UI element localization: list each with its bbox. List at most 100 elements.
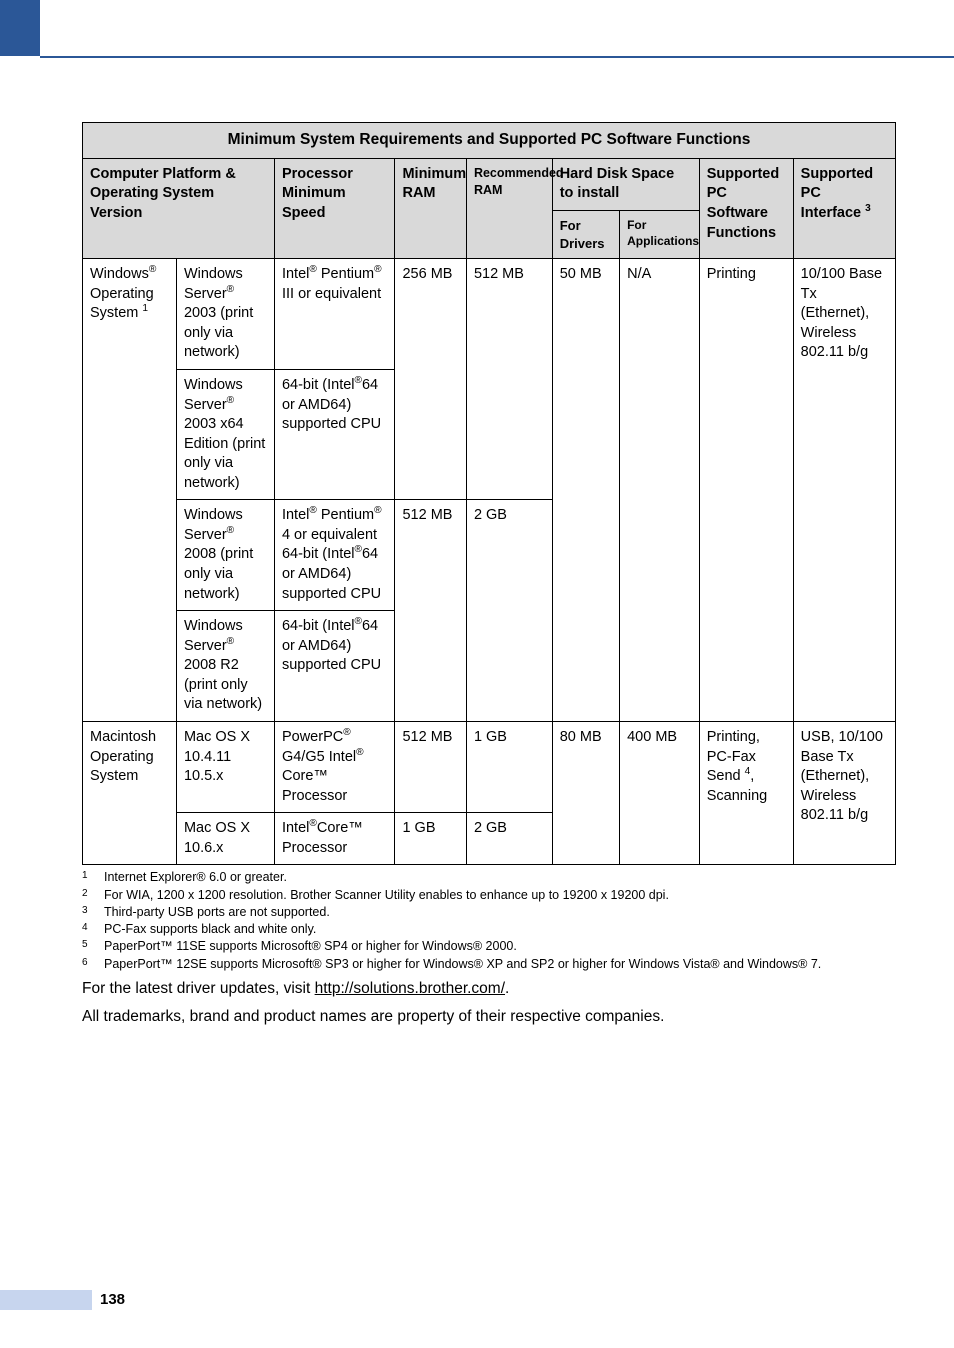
cell-mac-family: Macintosh Operating System [83, 721, 177, 864]
side-tab [0, 0, 40, 56]
text: Intel [282, 266, 309, 282]
th-iface-sup: 3 [865, 203, 871, 214]
footnote: 1Internet Explorer® 6.0 or greater. [82, 869, 896, 885]
table-header-row: Computer Platform & Operating System Ver… [83, 158, 896, 210]
fn-text: Internet Explorer® 6.0 or greater. [104, 869, 287, 885]
footnote: 3Third-party USB ports are not supported… [82, 904, 896, 920]
cell-proc: Intel® Pentium® 4 or equivalent 64-bit (… [274, 500, 395, 611]
cell-min-ram: 512 MB [395, 500, 466, 722]
cell-iface: 10/100 Base Tx (Ethernet), Wireless 802.… [793, 259, 895, 722]
cell-min-ram: 512 MB [395, 721, 466, 812]
text: Intel [282, 507, 309, 523]
cell-os: Windows Server® 2008 (print only via net… [176, 500, 274, 611]
fn-text: For WIA, 1200 x 1200 resolution. Brother… [104, 887, 669, 903]
reg: ® [309, 506, 316, 517]
th-hdd-apps: For Applications [620, 211, 700, 259]
text: PowerPC [282, 729, 343, 745]
cell-os: Mac OS X 10.4.11 10.5.x [176, 721, 274, 812]
table-title-row: Minimum System Requirements and Supporte… [83, 123, 896, 159]
cell-sw: Printing, PC-Fax Send 4, Scanning [699, 721, 793, 864]
reg: ® [355, 545, 362, 556]
text: Pentium [321, 266, 374, 282]
cell-min-ram: 1 GB [395, 813, 466, 865]
cell-drivers: 50 MB [552, 259, 619, 722]
reg: ® [227, 284, 234, 295]
text: 2008 (print only via network) [184, 546, 253, 601]
cell-os: Windows Server® 2003 (print only via net… [176, 259, 274, 370]
cell-rec-ram: 2 GB [466, 500, 552, 722]
text: G4/G5 Intel [282, 749, 356, 765]
text: 2008 R2 (print only via network) [184, 657, 262, 712]
fn-num: 5 [82, 938, 104, 954]
text: For the latest driver updates, visit [82, 980, 315, 997]
content: Minimum System Requirements and Supporte… [82, 122, 896, 1029]
text: 2003 x64 Edition (print only via network… [184, 416, 265, 491]
th-proc: Processor Minimum Speed [274, 158, 395, 258]
text: Core™ Processor [282, 768, 347, 804]
fn-text: PC-Fax supports black and white only. [104, 921, 316, 937]
text: III or equivalent [282, 286, 381, 302]
cell-min-ram: 256 MB [395, 259, 466, 500]
fn-text: PaperPort™ 11SE supports Microsoft® SP4 … [104, 938, 517, 954]
text: Intel [282, 820, 309, 836]
table-title: Minimum System Requirements and Supporte… [83, 123, 896, 159]
cell-iface: USB, 10/100 Base Tx (Ethernet), Wireless… [793, 721, 895, 864]
text: 64-bit (Intel [282, 377, 355, 393]
cell-proc: 64-bit (Intel®64 or AMD64) supported CPU [274, 369, 395, 499]
driver-updates-link[interactable]: http://solutions.brother.com/ [315, 980, 505, 997]
text: Pentium [321, 507, 374, 523]
th-iface: Supported PC Interface 3 [793, 158, 895, 258]
th-rec-ram: Recommended RAM [466, 158, 552, 258]
reg: ® [309, 264, 316, 275]
cell-proc: Intel®Core™ Processor [274, 813, 395, 865]
bottom-band [0, 1290, 92, 1310]
fn-text: Third-party USB ports are not supported. [104, 904, 330, 920]
text: . [505, 980, 509, 997]
cell-rec-ram: 512 MB [466, 259, 552, 500]
footnote: 5PaperPort™ 11SE supports Microsoft® SP4… [82, 938, 896, 954]
body-text-1: For the latest driver updates, visit htt… [82, 978, 896, 1000]
footnote: 2For WIA, 1200 x 1200 resolution. Brothe… [82, 887, 896, 903]
cell-os: Windows Server® 2003 x64 Edition (print … [176, 369, 274, 499]
cell-rec-ram: 2 GB [466, 813, 552, 865]
reg: ® [374, 506, 381, 517]
fn-num: 6 [82, 956, 104, 972]
cell-proc: PowerPC® G4/G5 Intel® Core™ Processor [274, 721, 395, 812]
table-row: Windows® Operating System 1 Windows Serv… [83, 259, 896, 370]
cell-sw: Printing [699, 259, 793, 722]
reg: ® [149, 264, 156, 275]
footnotes: 1Internet Explorer® 6.0 or greater. 2For… [82, 869, 896, 972]
th-platform: Computer Platform & Operating System Ver… [83, 158, 275, 258]
reg: ® [227, 636, 234, 647]
cell-drivers: 80 MB [552, 721, 619, 864]
cell-proc: 64-bit (Intel®64 or AMD64) supported CPU [274, 611, 395, 722]
top-rule [40, 56, 954, 58]
cell-os: Windows Server® 2008 R2 (print only via … [176, 611, 274, 722]
body-text-2: All trademarks, brand and product names … [82, 1006, 896, 1028]
reg: ® [374, 264, 381, 275]
fn-num: 2 [82, 887, 104, 903]
fn-num: 1 [82, 869, 104, 885]
th-hdd: Hard Disk Space to install [552, 158, 699, 210]
fn-text: PaperPort™ 12SE supports Microsoft® SP3 … [104, 956, 821, 972]
footnote: 6PaperPort™ 12SE supports Microsoft® SP3… [82, 956, 896, 972]
reg: ® [343, 727, 350, 738]
th-sw: Supported PC Software Functions [699, 158, 793, 258]
cell-apps: 400 MB [620, 721, 700, 864]
fn-num: 4 [82, 921, 104, 937]
reg: ® [355, 616, 362, 627]
page-number: 138 [100, 1291, 125, 1308]
cell-rec-ram: 1 GB [466, 721, 552, 812]
table-row: Macintosh Operating System Mac OS X 10.4… [83, 721, 896, 812]
cell-os: Mac OS X 10.6.x [176, 813, 274, 865]
text: 64-bit (Intel [282, 618, 355, 634]
fn-num: 3 [82, 904, 104, 920]
requirements-table: Minimum System Requirements and Supporte… [82, 122, 896, 865]
th-min-ram: Minimum RAM [395, 158, 466, 258]
page: Minimum System Requirements and Supporte… [0, 0, 954, 1348]
th-hdd-drivers: For Drivers [552, 211, 619, 259]
reg: ® [227, 525, 234, 536]
reg: ® [356, 747, 363, 758]
cell-proc: Intel® Pentium® III or equivalent [274, 259, 395, 370]
text: 2003 (print only via network) [184, 305, 253, 360]
